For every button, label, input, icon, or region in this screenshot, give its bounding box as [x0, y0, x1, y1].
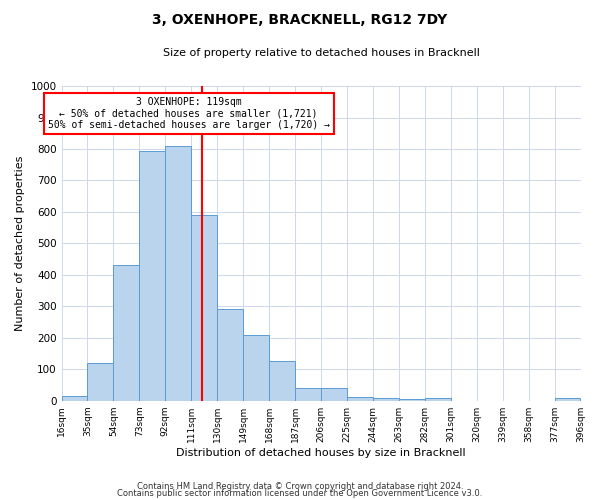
Text: Contains HM Land Registry data © Crown copyright and database right 2024.: Contains HM Land Registry data © Crown c…: [137, 482, 463, 491]
Text: 3, OXENHOPE, BRACKNELL, RG12 7DY: 3, OXENHOPE, BRACKNELL, RG12 7DY: [152, 12, 448, 26]
Bar: [166, 146, 191, 401]
X-axis label: Distribution of detached houses by size in Bracknell: Distribution of detached houses by size …: [176, 448, 466, 458]
Bar: [139, 150, 166, 400]
Bar: [269, 362, 295, 401]
Bar: [88, 363, 113, 401]
Text: 3 OXENHOPE: 119sqm
← 50% of detached houses are smaller (1,721)
50% of semi-deta: 3 OXENHOPE: 119sqm ← 50% of detached hou…: [47, 97, 329, 130]
Bar: [399, 399, 425, 400]
Y-axis label: Number of detached properties: Number of detached properties: [15, 156, 25, 331]
Bar: [554, 398, 580, 400]
Bar: [217, 310, 243, 400]
Bar: [62, 396, 88, 400]
Bar: [321, 388, 347, 400]
Bar: [373, 398, 399, 400]
Bar: [425, 398, 451, 400]
Bar: [191, 215, 217, 400]
Text: Contains public sector information licensed under the Open Government Licence v3: Contains public sector information licen…: [118, 490, 482, 498]
Bar: [243, 334, 269, 400]
Bar: [113, 266, 139, 400]
Bar: [295, 388, 321, 400]
Title: Size of property relative to detached houses in Bracknell: Size of property relative to detached ho…: [163, 48, 479, 58]
Bar: [347, 397, 373, 400]
